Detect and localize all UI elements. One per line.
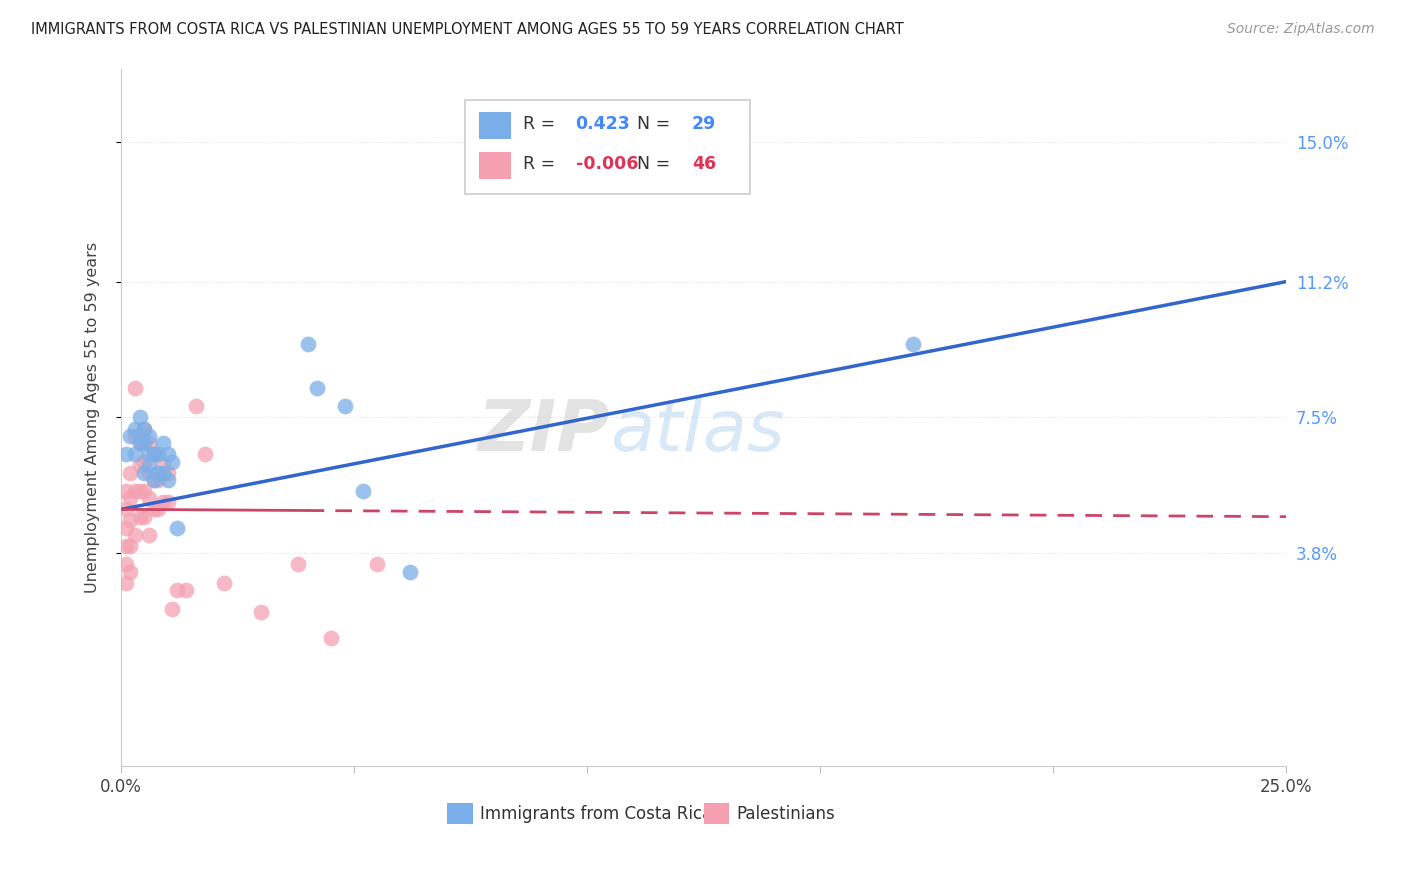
Point [152,458,174,473]
Point [148,473,170,487]
Point [184,400,207,414]
Point [176,583,198,598]
Text: 0.423: 0.423 [575,115,630,134]
Point [156,447,179,461]
Point [166,521,188,535]
Point [162,601,184,615]
Point [134,421,156,435]
Point [142,473,165,487]
Point [134,454,156,468]
Text: atlas: atlas [610,397,785,466]
Point [148,502,170,516]
Point [212,575,235,590]
Point [142,502,165,516]
Point [128,410,150,425]
Point [114,539,136,553]
Point [319,631,342,645]
Text: N =: N = [637,155,676,173]
Point [148,466,170,480]
Point [152,495,174,509]
Text: -0.006: -0.006 [575,155,638,173]
Text: R =: R = [523,155,561,173]
Point [120,539,142,553]
Point [128,436,150,450]
Point [120,429,142,443]
Point [124,447,146,461]
Point [114,575,136,590]
Text: 46: 46 [692,155,716,173]
Point [124,421,146,435]
Point [114,502,136,516]
Point [142,447,165,461]
Point [142,447,165,461]
Point [156,473,179,487]
Text: R =: R = [523,115,561,134]
Point [124,381,146,395]
Point [138,491,160,506]
Bar [479,153,512,178]
Point [138,436,160,450]
Point [138,466,160,480]
Point [114,558,136,572]
Point [128,483,150,498]
Point [138,458,160,473]
Point [114,447,136,461]
Bar [479,112,512,139]
Point [134,483,156,498]
Point [366,558,388,572]
Point [120,565,142,579]
Point [128,458,150,473]
Point [162,454,184,468]
Point [138,429,160,443]
Point [138,447,160,461]
Point [353,483,375,498]
Bar [704,804,730,824]
Text: Immigrants from Costa Rica: Immigrants from Costa Rica [479,805,713,823]
FancyBboxPatch shape [465,100,751,194]
Point [134,466,156,480]
Point [120,491,142,506]
Text: ZIP: ZIP [478,397,610,466]
Point [399,565,422,579]
Point [114,521,136,535]
Point [250,605,273,619]
Point [152,466,174,480]
Text: 29: 29 [692,115,716,134]
Point [305,381,328,395]
Point [138,528,160,542]
Point [120,466,142,480]
Point [166,583,188,598]
Point [124,483,146,498]
Text: Source: ZipAtlas.com: Source: ZipAtlas.com [1227,22,1375,37]
Text: IMMIGRANTS FROM COSTA RICA VS PALESTINIAN UNEMPLOYMENT AMONG AGES 55 TO 59 YEARS: IMMIGRANTS FROM COSTA RICA VS PALESTINIA… [31,22,904,37]
Point [134,421,156,435]
Point [128,436,150,450]
Point [120,513,142,527]
Text: N =: N = [637,115,676,134]
Point [287,558,309,572]
Point [124,429,146,443]
Point [333,400,356,414]
Point [297,337,319,351]
Point [903,337,925,351]
Point [134,509,156,524]
Point [156,495,179,509]
Point [156,466,179,480]
Point [134,436,156,450]
Point [142,473,165,487]
Y-axis label: Unemployment Among Ages 55 to 59 years: Unemployment Among Ages 55 to 59 years [86,242,100,593]
Bar [447,804,472,824]
Point [114,483,136,498]
Text: Palestinians: Palestinians [737,805,835,823]
Point [194,447,217,461]
Point [124,528,146,542]
Point [128,509,150,524]
Point [148,447,170,461]
Point [152,436,174,450]
